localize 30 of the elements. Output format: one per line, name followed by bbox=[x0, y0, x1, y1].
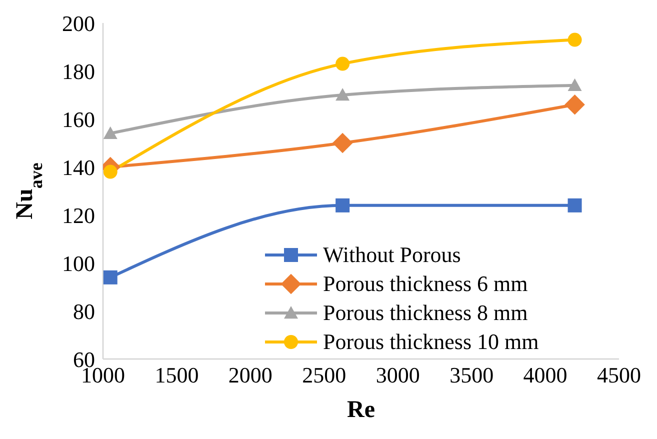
point bbox=[336, 56, 350, 71]
point bbox=[336, 88, 350, 101]
y-tick-label: 140 bbox=[62, 154, 95, 180]
y-tick-label: 120 bbox=[62, 202, 95, 228]
point bbox=[568, 198, 582, 212]
point bbox=[336, 198, 350, 212]
y-tick-label: 180 bbox=[62, 58, 95, 84]
x-tick-label: 2500 bbox=[302, 362, 346, 388]
point bbox=[568, 78, 582, 91]
legend-label: Porous thickness 6 mm bbox=[323, 270, 528, 298]
legend-label: Without Porous bbox=[323, 241, 461, 269]
x-axis-title: Re bbox=[347, 397, 376, 423]
point bbox=[568, 32, 582, 47]
x-tick-label: 3500 bbox=[450, 362, 494, 388]
x-tick-label: 4000 bbox=[523, 362, 568, 388]
point bbox=[564, 94, 585, 115]
x-tick-label: 2000 bbox=[228, 362, 272, 388]
y-tick-label: 200 bbox=[62, 10, 95, 36]
x-tick-label: 1500 bbox=[154, 362, 199, 388]
y-tick-label: 80 bbox=[73, 298, 95, 324]
y-tick-label: 160 bbox=[62, 106, 95, 132]
legend-label: Porous thickness 10 mm bbox=[323, 328, 539, 356]
point bbox=[332, 132, 353, 154]
point bbox=[103, 164, 118, 179]
x-tick-label: 4500 bbox=[597, 362, 641, 388]
y-tick-label: 100 bbox=[62, 250, 95, 276]
point bbox=[103, 126, 118, 139]
point bbox=[103, 270, 118, 284]
x-tick-label: 3000 bbox=[376, 362, 420, 388]
legend-label: Porous thickness 8 mm bbox=[323, 299, 528, 327]
